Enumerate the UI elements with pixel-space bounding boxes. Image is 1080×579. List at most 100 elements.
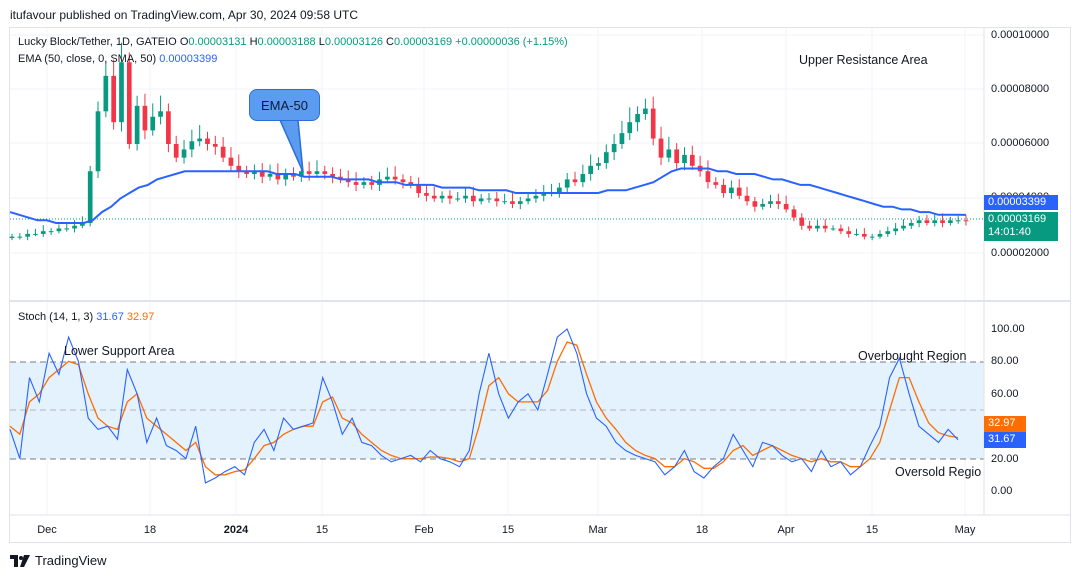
- candle-body: [33, 233, 38, 235]
- candle-body: [596, 163, 601, 166]
- stoch-d-line: [9, 341, 959, 476]
- candle-body: [353, 182, 359, 185]
- stoch-k-value: 31.67: [96, 311, 124, 323]
- ema-legend[interactable]: EMA (50, close, 0, SMA, 50) 0.00003399: [18, 53, 217, 65]
- candle-body: [721, 184, 726, 194]
- time-axis-label: Apr: [777, 524, 795, 536]
- symbol-label[interactable]: Lucky Block/Tether, 1D, GATEIO: [18, 36, 177, 48]
- ema-callout-pointer: [278, 119, 304, 173]
- ema-price-tag: 0.00003399: [984, 195, 1058, 210]
- time-axis-label: 18: [695, 524, 709, 536]
- candle-body: [869, 236, 875, 238]
- candle-body: [760, 203, 766, 207]
- oversold-label: Oversold Regio: [895, 465, 982, 479]
- candle-body: [9, 236, 15, 239]
- candle-body: [306, 171, 312, 174]
- candle-body: [893, 228, 898, 232]
- candle-body: [25, 233, 30, 237]
- close-price-tag: 0.00003169 14:01:40: [984, 212, 1058, 241]
- candle-body: [768, 201, 773, 204]
- candle-body: [291, 173, 296, 177]
- candle-body: [948, 220, 953, 224]
- tradingview-brand-label: TradingView: [35, 553, 107, 568]
- candle-body: [345, 179, 351, 183]
- candle-body: [126, 62, 132, 144]
- candle-body: [134, 105, 140, 144]
- candle-body: [580, 173, 586, 183]
- candle-body: [541, 193, 547, 196]
- candle-body: [314, 171, 320, 174]
- candle-body: [619, 133, 625, 144]
- candle-body: [940, 220, 945, 224]
- candle-body: [197, 138, 203, 142]
- candle-body: [166, 111, 171, 144]
- countdown-timer: 14:01:40: [988, 226, 1031, 238]
- price-axis-label: 0.00006000: [991, 137, 1050, 149]
- candle-body: [455, 198, 461, 200]
- stoch-legend-label[interactable]: Stoch (14, 1, 3): [18, 311, 94, 323]
- tradingview-brand[interactable]: TradingView: [10, 553, 107, 568]
- candle-body: [572, 179, 578, 183]
- candle-body: [103, 75, 109, 112]
- main-legend[interactable]: Lucky Block/Tether, 1D, GATEIO O 0.000031…: [18, 36, 568, 48]
- candle-body: [330, 173, 335, 177]
- candle-body: [95, 111, 101, 172]
- candle-body: [635, 114, 640, 123]
- candle-body: [830, 228, 836, 230]
- candle-body: [471, 195, 476, 202]
- candle-body: [40, 231, 46, 234]
- candle-body: [658, 138, 664, 158]
- candle-body: [510, 201, 515, 204]
- stoch-axis-label: 100.00: [991, 323, 1025, 335]
- candle-body: [384, 176, 390, 180]
- candle-body: [611, 144, 617, 153]
- candle-body: [916, 220, 922, 224]
- close-price-tag-value: 0.00003169: [988, 213, 1047, 225]
- candle-body: [173, 144, 179, 158]
- candle-body: [666, 149, 672, 158]
- time-axis-label: Dec: [37, 524, 57, 536]
- upper-resistance-label: Upper Resistance Area: [799, 53, 928, 67]
- ema-legend-label[interactable]: EMA (50, close, 0, SMA, 50): [18, 53, 157, 65]
- candle-body: [64, 228, 70, 230]
- candle-body: [463, 195, 468, 199]
- candle-body: [783, 203, 789, 210]
- candle-body: [439, 195, 445, 199]
- open-label: O: [179, 36, 189, 48]
- low-label: L: [318, 36, 325, 48]
- time-axis-label: Mar: [588, 524, 608, 536]
- candle-body: [736, 187, 742, 196]
- high-value: 0.00003188: [257, 36, 316, 48]
- candle-body: [478, 198, 484, 202]
- candle-body: [517, 201, 523, 204]
- candle-body: [564, 179, 570, 188]
- candle-body: [705, 171, 711, 183]
- candle-body: [205, 138, 210, 144]
- candle-body: [322, 171, 328, 174]
- candle-body: [142, 105, 148, 131]
- candle-body: [713, 182, 719, 185]
- chart-frame: [9, 27, 1071, 543]
- candle-body: [494, 198, 500, 202]
- candle-body: [72, 225, 77, 229]
- stoch-band: [10, 362, 984, 459]
- candle-body: [744, 195, 750, 202]
- stoch-axis-label: 60.00: [991, 388, 1019, 400]
- candle-body: [158, 111, 163, 117]
- candle-body: [877, 233, 883, 237]
- candle-body: [369, 182, 375, 185]
- time-axis-label: 2024: [223, 524, 249, 536]
- candle-body: [275, 173, 281, 180]
- candle-body: [87, 171, 93, 224]
- candle-body: [212, 144, 218, 147]
- candle-body: [901, 225, 906, 229]
- stoch-legend[interactable]: Stoch (14, 1, 3) 31.67 32.97: [18, 311, 154, 323]
- candle-body: [252, 171, 257, 174]
- candle-body: [259, 171, 265, 177]
- stoch-d-tag: 32.97: [984, 416, 1026, 432]
- candle-body: [283, 173, 289, 180]
- candle-body: [588, 165, 594, 174]
- time-axis-label: 15: [501, 524, 515, 536]
- candle-body: [643, 108, 648, 115]
